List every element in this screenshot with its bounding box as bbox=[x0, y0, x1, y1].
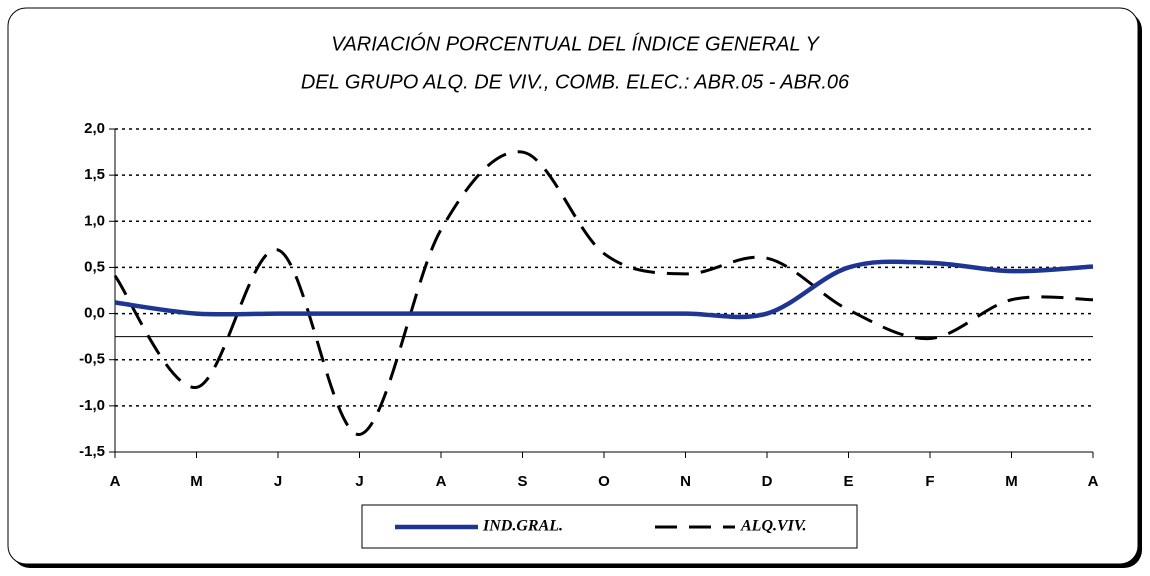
y-tick-label: -1,0 bbox=[79, 397, 105, 414]
x-tick-label: E bbox=[843, 473, 853, 490]
x-tick-label: J bbox=[355, 473, 363, 490]
x-tick-label: A bbox=[110, 473, 121, 490]
x-tick-label: M bbox=[190, 473, 203, 490]
y-tick-label: 1,5 bbox=[84, 166, 105, 183]
chart-title: VARIACIÓN PORCENTUAL DEL ÍNDICE GENERAL … bbox=[331, 32, 820, 55]
x-tick-label: N bbox=[680, 473, 691, 490]
legend-label: IND.GRAL. bbox=[482, 518, 563, 535]
x-tick-label: S bbox=[517, 473, 527, 490]
x-tick-label: D bbox=[762, 473, 773, 490]
x-tick-label: A bbox=[1088, 473, 1099, 490]
y-tick-label: 1,0 bbox=[84, 212, 105, 229]
series-line bbox=[113, 150, 1094, 436]
y-tick-label: -0,5 bbox=[79, 351, 105, 368]
x-tick-label: F bbox=[925, 473, 934, 490]
chart-title: DEL GRUPO ALQ. DE VIV., COMB. ELEC.: ABR… bbox=[301, 71, 850, 93]
y-tick-label: 2,0 bbox=[84, 120, 105, 137]
x-tick-label: A bbox=[436, 473, 447, 490]
frame bbox=[7, 7, 1139, 565]
y-tick-label: -1,5 bbox=[79, 443, 105, 460]
legend-label: ALQ.VIV. bbox=[740, 518, 807, 535]
x-tick-label: O bbox=[598, 473, 610, 490]
series-line bbox=[114, 259, 1094, 320]
y-tick-label: 0,5 bbox=[84, 258, 105, 275]
y-tick-label: 0,0 bbox=[84, 305, 105, 322]
x-tick-label: M bbox=[1005, 473, 1018, 490]
x-tick-label: J bbox=[274, 473, 282, 490]
